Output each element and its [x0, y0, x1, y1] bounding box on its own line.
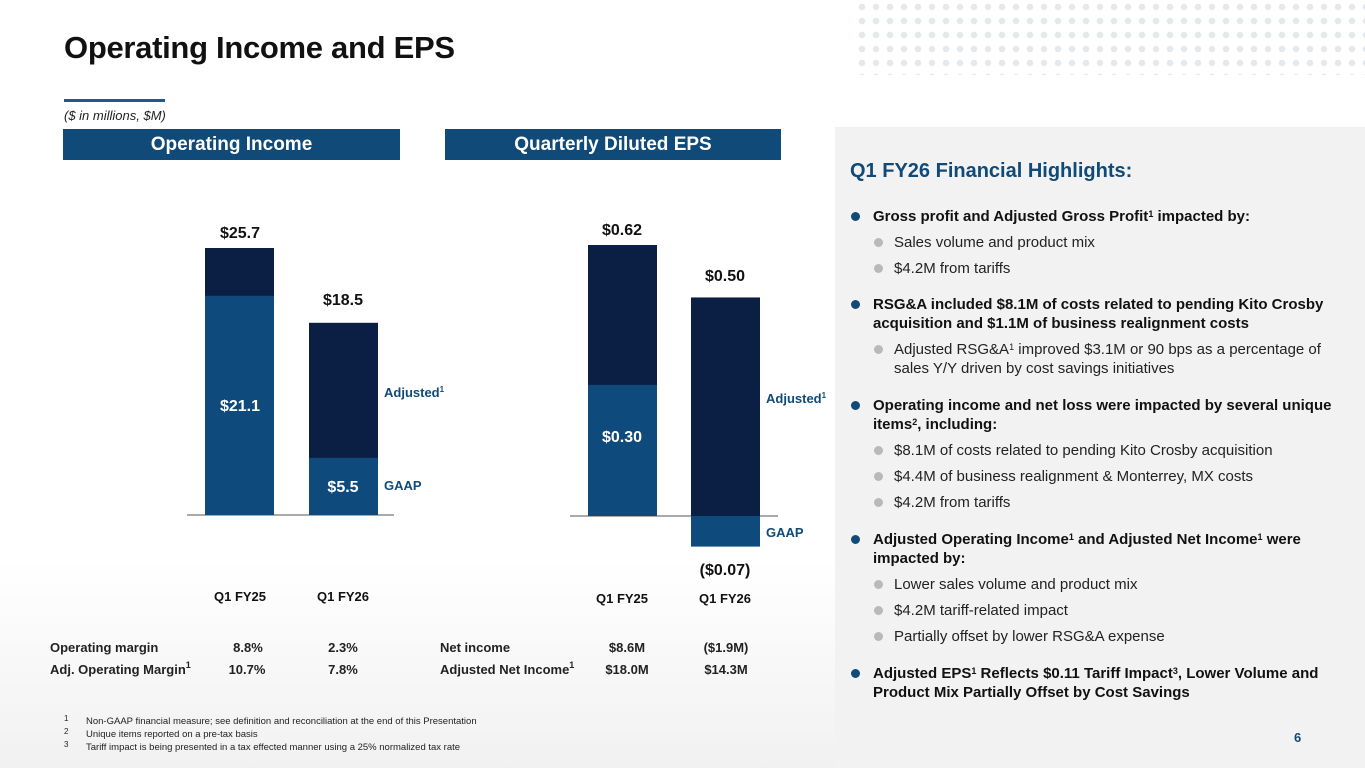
eps-gaap-label-q1fy26: ($0.07): [700, 562, 751, 579]
highlight-bullet-adjusted-eps: Adjusted EPS1 Reflects $0.11 Tariff Impa…: [851, 664, 1343, 702]
eps-bar-q1fy26-adjusted: [691, 297, 760, 516]
highlights-panel: [835, 127, 1365, 768]
op-bar-q1fy25-gaap: [205, 295, 274, 515]
op-margin-q1fy25: 8.8%: [233, 640, 263, 655]
eps-gaap-label-q1fy25: $0.30: [602, 429, 642, 446]
adj-op-margin-q1fy26: 7.8%: [328, 662, 358, 677]
op-category-q1fy25: Q1 FY25: [214, 589, 266, 604]
decorative-dot-pattern: [855, 0, 1365, 75]
page-title: Operating Income and EPS: [64, 30, 455, 65]
eps-total-label-q1fy25: $0.62: [602, 222, 642, 239]
highlight-sub-bullet: Lower sales volume and product mix: [874, 575, 1334, 594]
units-note: ($ in millions, $M): [64, 108, 166, 123]
highlight-sub-bullet: Sales volume and product mix: [874, 233, 1334, 252]
highlight-bullet-rsga: RSG&A included $8.1M of costs related to…: [851, 295, 1343, 333]
highlight-bullet-adjusted-income: Adjusted Operating Income1 and Adjusted …: [851, 530, 1343, 568]
bar-charts: $25.7 $18.5 $21.1 $5.5 Adjusted1 GAAP Q1…: [187, 222, 827, 606]
eps-total-label-q1fy26: $0.50: [705, 268, 745, 285]
eps-gaap-legend: GAAP: [766, 525, 804, 540]
net-income-q1fy26: ($1.9M): [703, 640, 749, 655]
op-total-label-q1fy26: $18.5: [323, 292, 363, 309]
adj-net-income-q1fy26: $14.3M: [704, 662, 748, 677]
eps-adjusted-legend: Adjusted1: [766, 391, 827, 406]
highlight-sub-bullet: $4.2M from tariffs: [874, 493, 1334, 512]
eps-bar-q1fy25-gaap: [588, 384, 657, 516]
title-underline: [64, 99, 165, 102]
op-gaap-label-q1fy26: $5.5: [327, 479, 358, 496]
eps-category-q1fy26: Q1 FY26: [699, 591, 751, 606]
eps-category-q1fy25: Q1 FY25: [596, 591, 648, 606]
highlight-bullet-operating-income: Operating income and net loss were impac…: [851, 396, 1343, 434]
op-margin-label: Operating margin: [50, 640, 159, 655]
op-bar-q1fy26-gaap: [309, 457, 378, 515]
adj-net-income-q1fy25: $18.0M: [605, 662, 649, 677]
highlight-sub-bullet: $4.2M tariff-related impact: [874, 601, 1334, 620]
highlight-sub-bullet: $4.2M from tariffs: [874, 259, 1334, 278]
operating-income-header: Operating Income: [63, 129, 400, 160]
adj-op-margin-q1fy25: 10.7%: [228, 662, 266, 677]
highlight-sub-bullet: Partially offset by lower RSG&A expense: [874, 627, 1334, 646]
net-income-label: Net income: [440, 640, 511, 655]
op-total-label-q1fy25: $25.7: [220, 225, 260, 242]
eps-header: Quarterly Diluted EPS: [445, 129, 781, 160]
adj-op-margin-label: Adj. Operating Margin1: [50, 660, 191, 677]
net-income-q1fy25: $8.6M: [608, 640, 646, 655]
background-fade: [0, 560, 840, 768]
op-gaap-label-q1fy25: $21.1: [220, 398, 260, 415]
op-margin-q1fy26: 2.3%: [328, 640, 358, 655]
highlight-sub-bullet: $8.1M of costs related to pending Kito C…: [874, 441, 1334, 460]
op-adjusted-legend: Adjusted1: [384, 385, 445, 400]
eps-bar-q1fy26-gaap: [691, 516, 760, 547]
adj-net-income-label: Adjusted Net Income1: [440, 660, 575, 677]
highlight-sub-bullet: $4.4M of business realignment & Monterre…: [874, 467, 1334, 486]
op-gaap-legend: GAAP: [384, 478, 422, 493]
highlights-title: Q1 FY26 Financial Highlights:: [850, 160, 1133, 182]
highlight-bullet-gross-profit: Gross profit and Adjusted Gross Profit1 …: [851, 207, 1343, 226]
highlight-sub-bullet: Adjusted RSG&A1 improved $3.1M or 90 bps…: [874, 340, 1334, 378]
page-number: 6: [1294, 730, 1302, 745]
op-category-q1fy26: Q1 FY26: [317, 589, 369, 604]
